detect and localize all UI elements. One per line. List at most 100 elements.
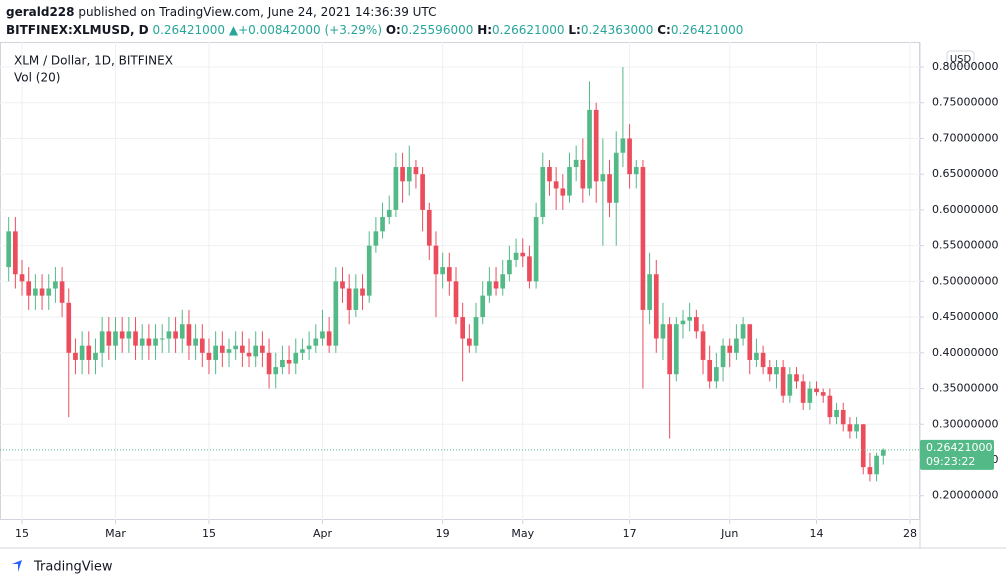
- candle-body: [226, 349, 232, 353]
- candle-body: [119, 331, 125, 339]
- candle-body: [860, 424, 866, 468]
- candle-body: [393, 167, 399, 210]
- candle-body: [386, 209, 392, 218]
- x-tick-label: 28: [903, 527, 917, 540]
- candle-body: [854, 424, 859, 432]
- y-tick-label: 0.45000000: [932, 310, 998, 323]
- candle-body: [874, 455, 879, 475]
- candle-body: [694, 317, 699, 332]
- candle-body: [420, 174, 425, 210]
- candle-body: [727, 345, 733, 353]
- x-tick-label: Mar: [105, 527, 126, 540]
- logo: TradingView: [33, 560, 113, 575]
- candle-body: [240, 345, 245, 353]
- candle-body: [186, 324, 192, 346]
- indicator-label: Vol (20): [14, 71, 60, 85]
- candle-body: [640, 167, 646, 310]
- candle-body: [139, 338, 145, 346]
- y-tick-label: 0.60000000: [932, 203, 998, 216]
- candle-body: [867, 467, 873, 475]
- candle-body: [607, 174, 612, 203]
- candle-body: [760, 352, 766, 368]
- candle-body: [687, 317, 693, 321]
- candle-body: [353, 288, 359, 310]
- candle-body: [19, 274, 25, 282]
- candle-body: [300, 349, 305, 353]
- candle-body: [653, 274, 659, 339]
- candle-body: [500, 274, 506, 289]
- candle-body: [153, 338, 158, 346]
- candle-body: [273, 367, 279, 375]
- candle-body: [400, 167, 405, 182]
- candle-body: [734, 338, 739, 353]
- y-tick-label: 0.50000000: [932, 274, 998, 287]
- y-tick-label: 0.75000000: [932, 96, 998, 109]
- countdown: 09:23:22: [926, 455, 975, 468]
- candle-body: [774, 367, 779, 375]
- price-tag-label: 0.26421000: [926, 441, 992, 454]
- candle-body: [213, 345, 218, 360]
- x-tick-label: 19: [436, 527, 450, 540]
- candle-body: [13, 231, 18, 275]
- ohlc-key: L:: [568, 23, 580, 37]
- candle-body: [346, 288, 352, 310]
- candle-body: [560, 188, 566, 196]
- candle-body: [787, 374, 793, 396]
- candle-body: [740, 324, 746, 339]
- candle-body: [767, 367, 773, 375]
- candle-body: [587, 109, 592, 189]
- candle-body: [66, 302, 72, 353]
- x-tick-label: 15: [202, 527, 216, 540]
- currency-box[interactable]: [946, 50, 975, 67]
- candle-body: [166, 331, 172, 339]
- candle-body: [286, 359, 292, 364]
- x-tick-label: 15: [15, 527, 29, 540]
- ohlc-key: H:: [477, 23, 492, 37]
- candle-body: [219, 345, 225, 353]
- y-tick-label: 0.80000000: [932, 60, 998, 73]
- candle-body: [840, 409, 846, 425]
- candle-body: [159, 338, 165, 340]
- candle-body: [707, 359, 713, 382]
- candle-body: [507, 259, 512, 275]
- candle-body: [93, 352, 98, 360]
- x-tick-label: Jun: [720, 527, 738, 540]
- candle-body: [26, 281, 32, 296]
- candle-body: [467, 338, 472, 346]
- candle-body: [834, 409, 839, 418]
- candle-body: [460, 317, 466, 339]
- candle-body: [433, 245, 439, 275]
- candle-body: [547, 167, 552, 182]
- candle-body: [113, 331, 118, 346]
- candle-body: [306, 345, 312, 350]
- candle-body: [600, 174, 606, 182]
- candle-body: [380, 217, 385, 232]
- candle-body: [333, 281, 339, 346]
- y-tick-label: 0.40000000: [932, 346, 998, 359]
- x-tick-label: 17: [623, 527, 637, 540]
- candle-body: [446, 267, 452, 282]
- candle-body: [680, 320, 686, 325]
- candle-body: [647, 274, 652, 310]
- candle-body: [520, 252, 526, 257]
- candle-body: [340, 281, 345, 289]
- candle-body: [580, 159, 586, 189]
- quote-line: BITFINEX:XLMUSD, D 0.26421000 ▲+0.008420…: [6, 23, 743, 37]
- candle-body: [146, 338, 152, 346]
- candle-body: [553, 181, 559, 189]
- ohlc-value: 0.26621000: [492, 23, 565, 37]
- candle-body: [794, 374, 799, 382]
- candle-body: [246, 352, 252, 357]
- currency: USD: [950, 54, 972, 65]
- logo-icon: [8, 560, 22, 572]
- candle-body: [620, 138, 626, 153]
- y-tick-label: 0.70000000: [932, 131, 998, 144]
- candle-body: [540, 167, 546, 218]
- candle-body: [320, 331, 325, 339]
- candle-body: [754, 352, 759, 360]
- candle-body: [133, 331, 138, 346]
- candle-body: [673, 324, 679, 375]
- candle-body: [280, 359, 285, 368]
- chart-title: XLM / Dollar, 1D, BITFINEX: [14, 54, 173, 68]
- y-tick-label: 0.20000000: [932, 489, 998, 502]
